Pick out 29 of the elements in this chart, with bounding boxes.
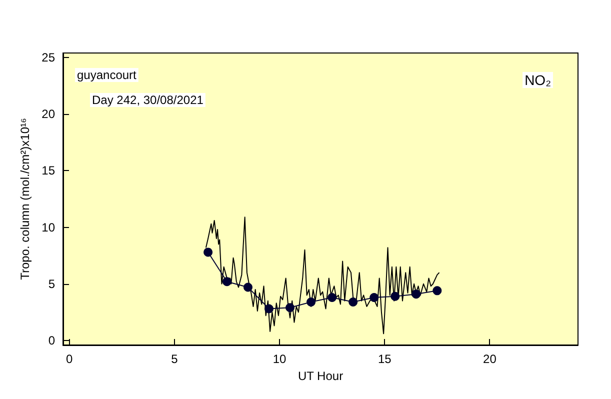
line-series (205, 216, 440, 334)
point (370, 292, 379, 302)
x-tick-label: 0 (66, 352, 73, 366)
point (243, 282, 252, 292)
point (222, 277, 232, 286)
y-tick-label: 0 (48, 333, 56, 348)
annotation: guyancourt (77, 68, 138, 82)
point (264, 304, 274, 314)
x-tick-label: 5 (171, 352, 178, 366)
point (204, 248, 213, 257)
annotation: NO₂ (524, 72, 552, 88)
annotation: Day 242, 30/08/2021 (92, 93, 204, 107)
point (390, 292, 400, 301)
y-tick-label: 25 (42, 50, 56, 65)
y-tick-label: 5 (48, 276, 56, 291)
point (348, 297, 358, 306)
x-tick-label: 15 (378, 352, 392, 366)
point (412, 290, 421, 299)
point (286, 303, 295, 312)
x-tick-label: 10 (272, 352, 287, 366)
x-axis-title: UT Hour (298, 368, 344, 383)
x-tick-label: 20 (483, 352, 497, 366)
y-tick-label: 20 (42, 107, 56, 122)
y-tick-label: 15 (42, 164, 56, 178)
point (306, 297, 316, 306)
y-axis-title: Tropo. column (mol./cm²)x10¹⁶ (18, 118, 32, 280)
point (328, 292, 337, 302)
y-tick-label: 10 (42, 220, 56, 234)
point (432, 286, 442, 296)
